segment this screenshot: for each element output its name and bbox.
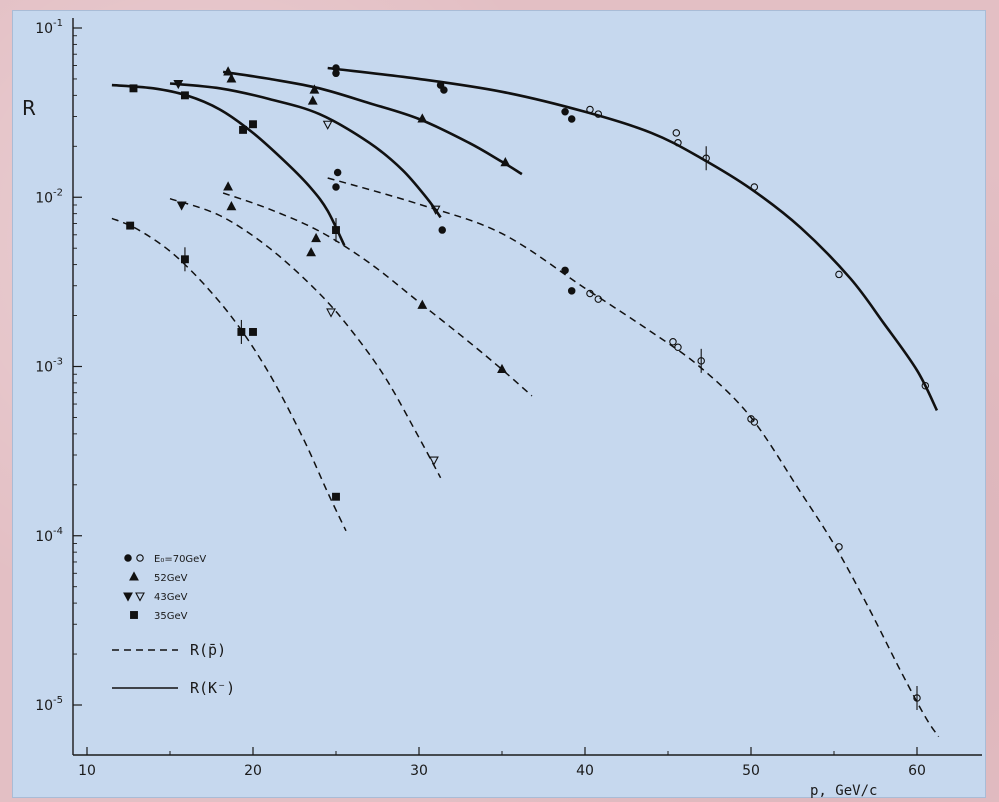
legend-marker-open-circle [136, 554, 144, 562]
fitted-curves [111, 66, 940, 738]
legend-label-pbar: R(p̄) [190, 641, 226, 659]
legend-marker-filled-triangle-down [123, 592, 133, 602]
data-point-square [239, 125, 247, 134]
data-point-square [249, 328, 257, 336]
data-point-triangle-up [223, 181, 234, 191]
data-point-circle [440, 86, 448, 94]
data-point-circle [913, 694, 921, 702]
data-point-square [237, 328, 246, 336]
data-point-square [249, 120, 257, 129]
data-point-circle [702, 154, 710, 162]
data-point-triangle-down [326, 308, 336, 318]
legend-marker-triangle-up [129, 571, 139, 581]
pbar-curve [111, 217, 347, 532]
data-point-triangle-up [309, 84, 320, 94]
data-point-triangle-up [226, 73, 237, 83]
data-point-triangle-up [306, 247, 317, 257]
data-point-triangle-up [307, 95, 318, 105]
data-point-circle [669, 338, 677, 346]
data-point-triangle-down [429, 456, 439, 466]
data-point-triangle-up [226, 200, 237, 211]
data-point-circle [697, 357, 705, 365]
data-point-circle [674, 138, 682, 147]
data-point-square [180, 91, 189, 100]
legend-marker-filled-circle [124, 554, 132, 562]
data-point-square [332, 226, 340, 235]
data-point-triangle-up [417, 299, 428, 309]
data-point-triangle-down [430, 205, 441, 215]
data-point-triangle-up [417, 113, 428, 123]
pbar-curve [169, 197, 442, 479]
y-tick-label: 10-1 [35, 18, 63, 37]
legend-label-e52: 52GeV [154, 573, 188, 584]
x-tick-label: 30 [410, 763, 428, 779]
data-point-triangle-down [176, 201, 187, 211]
data-point-triangle-up [500, 157, 511, 167]
data-point-circle [567, 115, 576, 123]
data-point-triangle-up [497, 363, 507, 374]
data-point-square [129, 84, 138, 93]
data-point-triangle-down [322, 120, 333, 130]
x-tick-label: 50 [742, 763, 760, 779]
data-point-circle [436, 81, 445, 89]
data-point-circle [561, 108, 569, 116]
data-point-circle [594, 110, 603, 118]
data-point-circle [586, 289, 594, 298]
y-axis-label: R [22, 96, 36, 120]
data-point-square [180, 255, 189, 264]
data-point-circle [594, 295, 603, 303]
x-tick-label: 20 [244, 763, 262, 779]
data-point-circle [561, 266, 569, 275]
y-tick-label: 10-4 [35, 526, 63, 545]
y-tick-label: 10-5 [35, 695, 63, 714]
kminus-curve [222, 70, 523, 176]
data-point-circle [332, 183, 340, 191]
data-point-square [332, 492, 340, 501]
x-axis-label: p, GeV/c [810, 783, 877, 799]
x-tick-label: 40 [576, 763, 594, 779]
x-tick-label: 10 [78, 763, 96, 779]
axes: 10 20 30 40 50 60 10-1 10-2 10-3 10-4 10-5 [35, 18, 982, 779]
data-point-circle [586, 105, 594, 114]
y-tick-label: 10-3 [35, 357, 63, 376]
legend: E₀=70GeV 52GeV 43GeV 35GeV R(p̄) R(K⁻) [112, 554, 235, 697]
pbar-curve [327, 177, 940, 738]
legend-label-kminus: R(K⁻) [190, 679, 235, 697]
kminus-curve [111, 83, 346, 246]
data-point-triangle-down [173, 79, 184, 90]
legend-label-e43: 43GeV [154, 592, 188, 603]
data-point-circle [835, 270, 843, 279]
legend-marker-square [130, 611, 138, 619]
data-point-circle [438, 226, 446, 234]
legend-label-e35: 35GeV [154, 611, 188, 622]
legend-marker-open-triangle-down [135, 592, 145, 602]
data-point-circle [750, 418, 759, 426]
data-point-triangle-up [223, 66, 234, 76]
legend-label-e70: E₀=70GeV [154, 554, 206, 565]
data-point-circle [672, 129, 681, 137]
data-point-triangle-up [311, 232, 321, 243]
x-tick-label: 60 [908, 763, 926, 779]
data-point-circle [567, 287, 576, 295]
y-tick-label: 10-2 [35, 187, 63, 206]
data-point-circle [674, 343, 682, 351]
data-point-circle [333, 168, 342, 177]
data-point-circle [750, 183, 759, 191]
plot-panel [12, 10, 986, 798]
data-point-square [126, 221, 135, 230]
data-point-circle [921, 381, 930, 390]
data-points [126, 64, 930, 710]
data-point-circle [835, 543, 843, 551]
pbar-curve [222, 192, 533, 397]
data-point-circle [332, 69, 340, 78]
kminus-curve [169, 82, 442, 219]
